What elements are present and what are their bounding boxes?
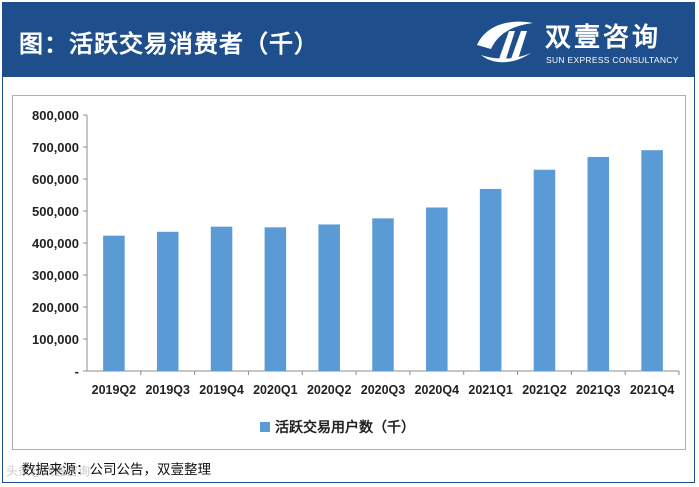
bar bbox=[210, 226, 233, 371]
x-tick-label: 2021Q3 bbox=[576, 383, 621, 397]
bar bbox=[587, 156, 610, 371]
x-tick-label: 2021Q2 bbox=[522, 383, 567, 397]
brand-subtitle: SUN EXPRESS CONSULTANCY bbox=[546, 55, 679, 65]
y-tick-label: 100,000 bbox=[32, 332, 79, 347]
bar bbox=[426, 207, 448, 371]
page-title: 图：活跃交易消费者（千） bbox=[19, 30, 319, 58]
legend-label: 活跃交易用户数（千） bbox=[275, 419, 415, 436]
bar bbox=[318, 224, 340, 371]
y-tick-label: - bbox=[75, 364, 79, 379]
y-tick-label: 200,000 bbox=[32, 300, 79, 315]
swoosh-logo-icon bbox=[477, 21, 533, 63]
x-tick-label: 2020Q1 bbox=[253, 383, 298, 397]
bar bbox=[103, 235, 125, 371]
y-tick-label: 700,000 bbox=[32, 140, 79, 155]
bar bbox=[372, 218, 394, 371]
x-tick-label: 2019Q3 bbox=[145, 383, 190, 397]
y-tick-label: 500,000 bbox=[32, 204, 79, 219]
bar bbox=[264, 227, 287, 371]
watermark: 头条@双壹咨询 bbox=[6, 464, 91, 478]
x-tick-label: 2019Q2 bbox=[92, 383, 137, 397]
x-tick-label: 2021Q1 bbox=[468, 383, 513, 397]
x-tick-label: 2020Q4 bbox=[415, 383, 460, 397]
bar bbox=[156, 231, 179, 371]
y-tick-label: 800,000 bbox=[32, 108, 79, 123]
x-tick-label: 2020Q2 bbox=[307, 383, 352, 397]
brand-name: 双壹咨询 bbox=[545, 23, 662, 53]
bar-chart: - 100,000 200,000 300,000 400,000 500,000 600,… bbox=[32, 108, 680, 436]
bar bbox=[479, 188, 502, 371]
y-tick-label: 300,000 bbox=[32, 268, 79, 283]
title-banner: 图：活跃交易消费者（千） 双壹咨询 SUN EXPRESS CONSULTANC… bbox=[3, 3, 694, 77]
chart-panel: - 100,000 200,000 300,000 400,000 500,000 600,… bbox=[12, 95, 686, 450]
bar bbox=[641, 150, 663, 371]
bar bbox=[533, 169, 556, 371]
x-tick-label: 2019Q4 bbox=[199, 383, 244, 397]
y-tick-label: 600,000 bbox=[32, 172, 79, 187]
y-tick-label: 400,000 bbox=[32, 236, 79, 251]
x-tick-label: 2020Q3 bbox=[361, 383, 406, 397]
x-tick-label: 2021Q4 bbox=[630, 383, 675, 397]
source-note: 数据来源：公司公告，双壹整理 bbox=[22, 462, 211, 478]
legend-swatch bbox=[260, 422, 270, 432]
